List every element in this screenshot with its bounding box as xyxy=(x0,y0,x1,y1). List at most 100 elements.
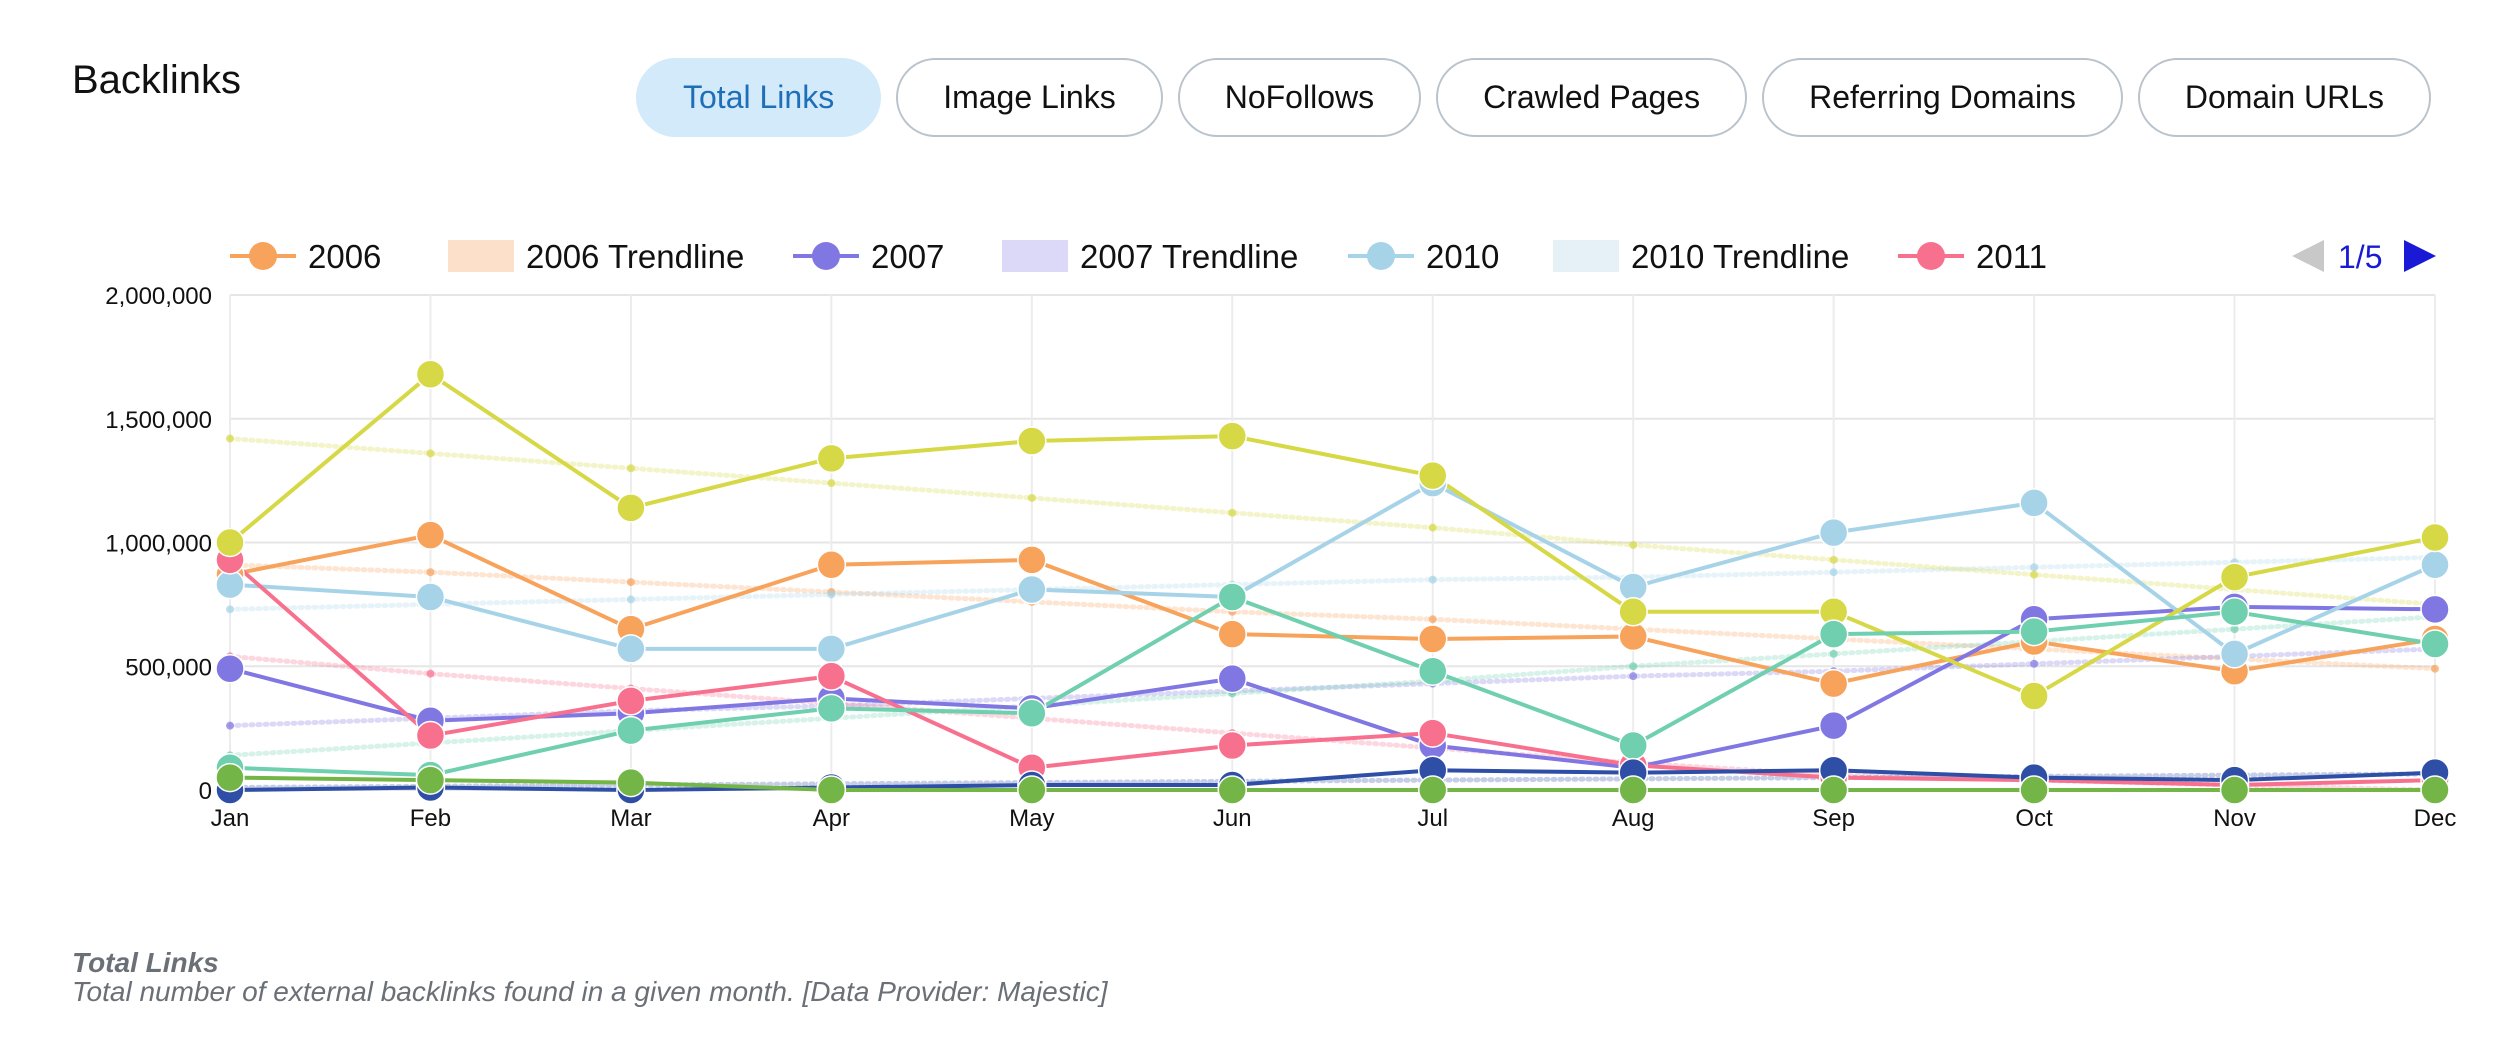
data-point[interactable] xyxy=(2420,594,2450,625)
data-point[interactable] xyxy=(415,359,446,389)
data-point[interactable] xyxy=(1618,572,1648,602)
legend-item[interactable]: 2006 Trendline xyxy=(448,238,744,275)
data-point[interactable] xyxy=(1618,621,1648,652)
data-point[interactable] xyxy=(1017,545,1047,575)
data-point[interactable] xyxy=(816,693,847,724)
data-point[interactable] xyxy=(415,720,446,751)
data-point[interactable] xyxy=(215,527,245,558)
x-tick-label: Nov xyxy=(2213,805,2256,832)
data-point[interactable] xyxy=(1217,663,1248,694)
data-point[interactable] xyxy=(816,443,847,474)
y-tick-label: 500,000 xyxy=(125,654,212,681)
y-tick-label: 2,000,000 xyxy=(105,283,212,310)
data-point[interactable] xyxy=(816,661,847,691)
series-lines xyxy=(215,359,2450,805)
trendline-point xyxy=(827,590,836,599)
data-point[interactable] xyxy=(1818,619,1849,649)
data-point[interactable] xyxy=(616,767,646,798)
data-point[interactable] xyxy=(215,653,245,684)
legend-marker xyxy=(1367,242,1395,270)
data-point[interactable] xyxy=(1017,775,1047,805)
data-point[interactable] xyxy=(2219,775,2250,805)
data-point[interactable] xyxy=(1217,619,1248,649)
data-point[interactable] xyxy=(1417,624,1448,654)
data-point[interactable] xyxy=(1017,426,1047,456)
trendline xyxy=(227,436,2438,607)
data-point[interactable] xyxy=(1818,517,1849,548)
trendline-point xyxy=(1629,540,1638,549)
data-point[interactable] xyxy=(1818,775,1849,805)
data-point[interactable] xyxy=(2420,629,2450,659)
data-point[interactable] xyxy=(1818,668,1849,699)
data-point[interactable] xyxy=(215,762,245,793)
legend-item[interactable]: 2011 xyxy=(1898,238,2047,275)
x-axis: Jan Feb Mar Apr May Jun Jul Aug Sep Oct Nov Dec xyxy=(211,805,2457,832)
data-point[interactable] xyxy=(2420,775,2450,805)
data-point[interactable] xyxy=(1217,730,1248,761)
trendline-point xyxy=(1428,575,1437,584)
legend-item[interactable]: 2007 Trendline xyxy=(1002,238,1298,275)
data-point[interactable] xyxy=(2019,488,2049,518)
trendline-point xyxy=(426,449,435,458)
legend-item[interactable]: 2010 Trendline xyxy=(1553,238,1849,275)
data-point[interactable] xyxy=(616,493,646,523)
tab-crawled-pages[interactable]: Crawled Pages xyxy=(1436,58,1748,137)
tab-domain-urls[interactable]: Domain URLs xyxy=(2137,58,2432,137)
trendline-point xyxy=(1629,672,1638,681)
data-point[interactable] xyxy=(1618,775,1648,805)
data-point[interactable] xyxy=(2219,597,2250,627)
x-tick-label: Mar xyxy=(610,805,651,832)
data-point[interactable] xyxy=(616,715,646,746)
data-point[interactable] xyxy=(1417,718,1448,748)
data-point[interactable] xyxy=(1217,775,1248,805)
data-point[interactable] xyxy=(816,550,847,580)
tab-referring-domains[interactable]: Referring Domains xyxy=(1762,58,2123,137)
data-point[interactable] xyxy=(215,569,245,600)
data-point[interactable] xyxy=(1818,710,1849,741)
data-point[interactable] xyxy=(415,582,446,612)
data-point[interactable] xyxy=(1217,421,1248,451)
data-point[interactable] xyxy=(2019,775,2049,805)
data-point[interactable] xyxy=(415,520,446,550)
data-point[interactable] xyxy=(1217,582,1248,612)
trendline-point xyxy=(827,479,836,488)
trendline-point xyxy=(626,578,635,587)
x-tick-label: Sep xyxy=(1812,805,1855,832)
legend-item[interactable]: 2006 xyxy=(230,238,381,275)
data-point[interactable] xyxy=(415,765,446,795)
data-point[interactable] xyxy=(2219,562,2250,592)
data-point[interactable] xyxy=(616,634,646,664)
data-point[interactable] xyxy=(2420,550,2450,580)
data-point[interactable] xyxy=(816,634,847,664)
data-point[interactable] xyxy=(1417,460,1448,491)
data-point[interactable] xyxy=(816,775,847,805)
legend-label: 2007 Trendline xyxy=(1080,238,1298,275)
data-point[interactable] xyxy=(1017,698,1047,729)
tab-nofollows[interactable]: NoFollows xyxy=(1177,58,1422,137)
tab-total-links[interactable]: Total Links xyxy=(636,58,882,137)
data-point[interactable] xyxy=(1417,656,1448,686)
triangle-left-icon[interactable] xyxy=(2292,240,2324,272)
x-tick-label: Jun xyxy=(1213,805,1252,832)
tab-image-links[interactable]: Image Links xyxy=(896,58,1163,137)
data-point[interactable] xyxy=(1017,574,1047,605)
data-point[interactable] xyxy=(616,686,646,716)
trendline-point xyxy=(1829,555,1838,564)
trendline-point xyxy=(1027,493,1036,502)
chart-legend: 2006 2006 Trendline 2007 2007 Trendline 2010… xyxy=(230,238,2047,275)
data-point[interactable] xyxy=(1417,775,1448,805)
data-point[interactable] xyxy=(2219,639,2250,669)
series-line xyxy=(229,533,2436,686)
data-point[interactable] xyxy=(2019,616,2049,647)
x-tick-label: Dec xyxy=(2414,805,2457,832)
x-tick-label: May xyxy=(1009,805,1054,832)
legend-item[interactable]: 2007 xyxy=(793,238,944,275)
data-point[interactable] xyxy=(2019,681,2049,711)
x-tick-label: Jul xyxy=(1417,805,1448,832)
triangle-right-icon[interactable] xyxy=(2404,240,2436,272)
trendline-point xyxy=(2230,625,2239,634)
legend-item[interactable]: 2010 xyxy=(1348,238,1499,275)
data-point[interactable] xyxy=(1618,730,1648,761)
data-point[interactable] xyxy=(2420,522,2450,553)
data-point[interactable] xyxy=(1618,597,1648,627)
